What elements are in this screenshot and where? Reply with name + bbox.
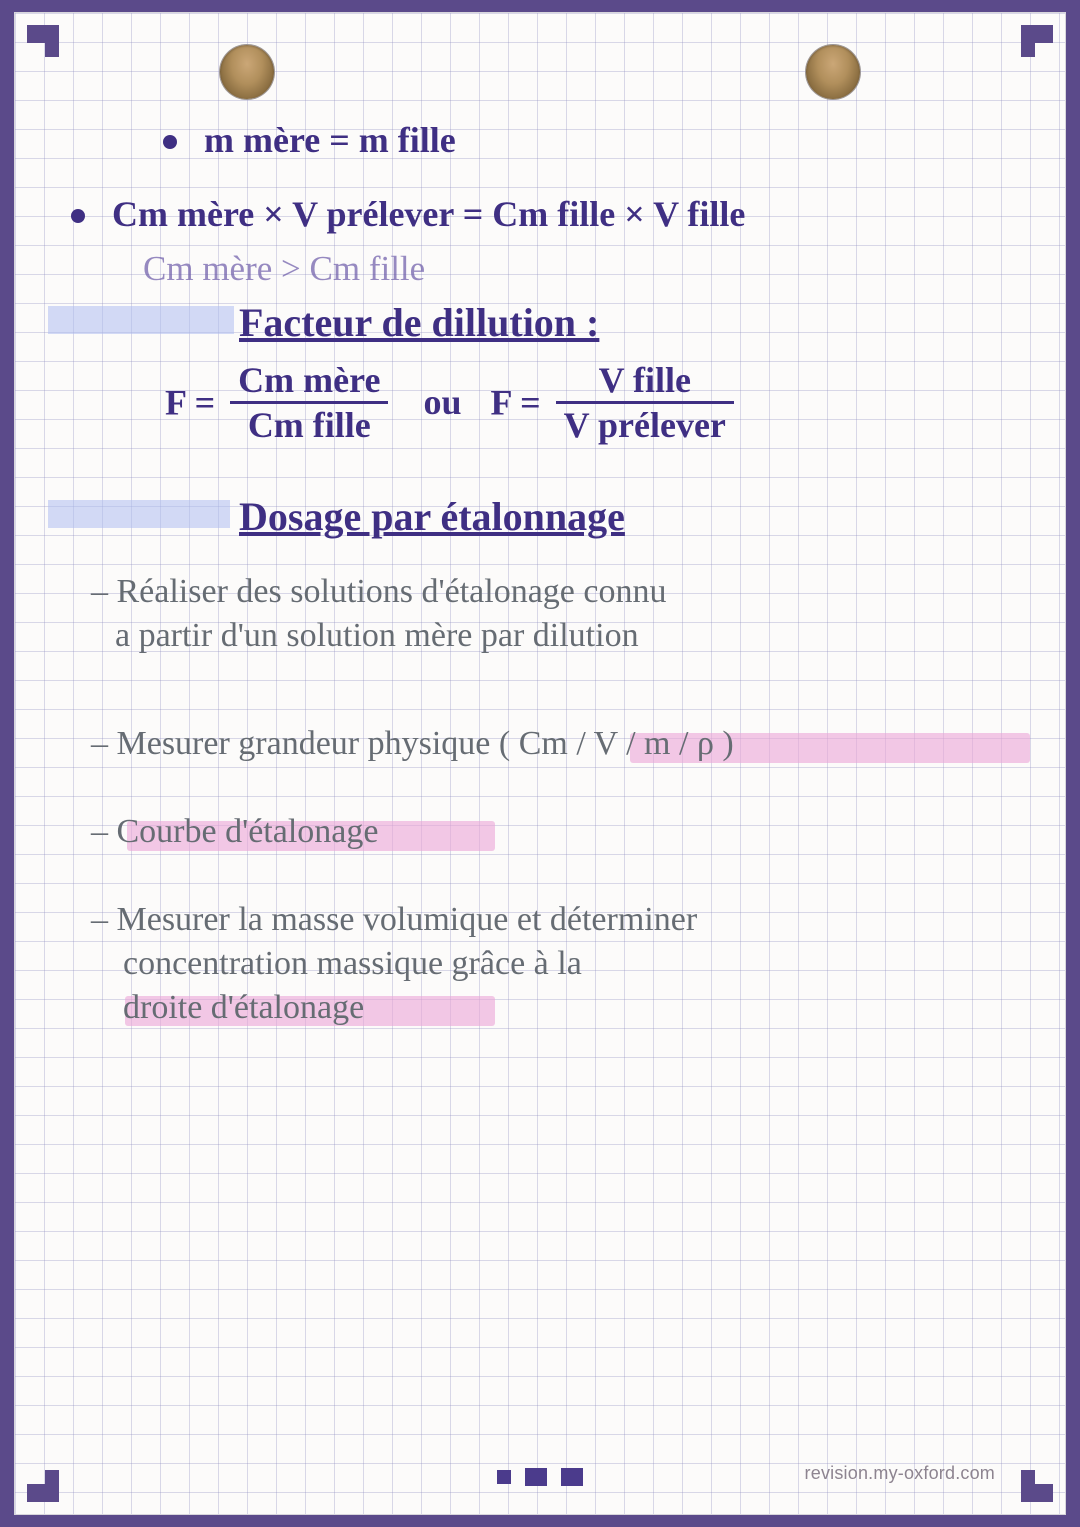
footer-url: revision.my-oxford.com xyxy=(805,1463,995,1484)
fraction-1: Cm mère Cm fille xyxy=(230,361,388,445)
step-4a: – Mesurer la masse volumique et détermin… xyxy=(91,901,697,939)
note-text-highlighted: droite d'étalonage xyxy=(123,989,364,1026)
note-text-highlighted: ( Cm / V / m / ρ ) xyxy=(499,725,734,762)
note-text: – Mesurer la masse volumique et détermin… xyxy=(91,901,697,938)
heading-text: Dosage par étalonnage xyxy=(239,494,625,539)
formula-line: F = Cm mère Cm fille ou F = V fille V pr… xyxy=(165,361,740,445)
fraction-num: V fille xyxy=(556,361,734,404)
fraction-num: Cm mère xyxy=(230,361,388,404)
note-text: Cm mère × V prélever = Cm fille × V fill… xyxy=(112,194,745,234)
note-text: – xyxy=(91,813,117,850)
heading-dilution: Facteur de dillution : xyxy=(239,299,599,346)
footer-marker-dots xyxy=(497,1468,583,1486)
footer-dot xyxy=(525,1468,547,1486)
heading-text: Facteur de dillution : xyxy=(239,300,599,345)
faint-line: Cm mère > Cm fille xyxy=(143,249,425,289)
step-1a: – Réaliser des solutions d'étalonage con… xyxy=(91,573,667,611)
note-content: m mère = m fille Cm mère × V prélever = … xyxy=(15,13,1065,1514)
step-3: – Courbe d'étalonage xyxy=(91,813,378,851)
formula-F-eq-2: F = xyxy=(490,382,540,422)
bullet-line-1: m mère = m fille xyxy=(163,119,456,161)
step-1b: a partir d'un solution mère par dilution xyxy=(115,617,639,655)
note-text: – Réaliser des solutions d'étalonage con… xyxy=(91,573,667,610)
note-text-highlighted: Courbe d'étalonage xyxy=(117,813,379,850)
bullet-icon xyxy=(71,209,85,223)
fraction-den: Cm fille xyxy=(230,404,388,446)
note-text: a partir d'un solution mère par dilution xyxy=(115,617,639,654)
formula-F-eq: F = xyxy=(165,382,215,422)
note-text: m mère = m fille xyxy=(204,120,456,160)
formula-ou: ou xyxy=(423,382,461,422)
note-text: – Mesurer grandeur physique xyxy=(91,725,490,762)
step-4b: concentration massique grâce à la xyxy=(123,945,582,983)
heading-dosage: Dosage par étalonnage xyxy=(239,493,625,540)
step-2: – Mesurer grandeur physique ( Cm / V / m… xyxy=(91,725,734,763)
bullet-icon xyxy=(163,135,177,149)
footer-dot xyxy=(497,1470,511,1484)
note-text: concentration massique grâce à la xyxy=(123,945,582,982)
bullet-line-2: Cm mère × V prélever = Cm fille × V fill… xyxy=(71,193,745,235)
fraction-den: V prélever xyxy=(556,404,734,446)
note-text: Cm mère > Cm fille xyxy=(143,249,425,288)
fraction-2: V fille V prélever xyxy=(556,361,734,445)
paper-page: m mère = m fille Cm mère × V prélever = … xyxy=(14,12,1066,1515)
step-4c: droite d'étalonage xyxy=(123,989,364,1027)
footer-dot xyxy=(561,1468,583,1486)
